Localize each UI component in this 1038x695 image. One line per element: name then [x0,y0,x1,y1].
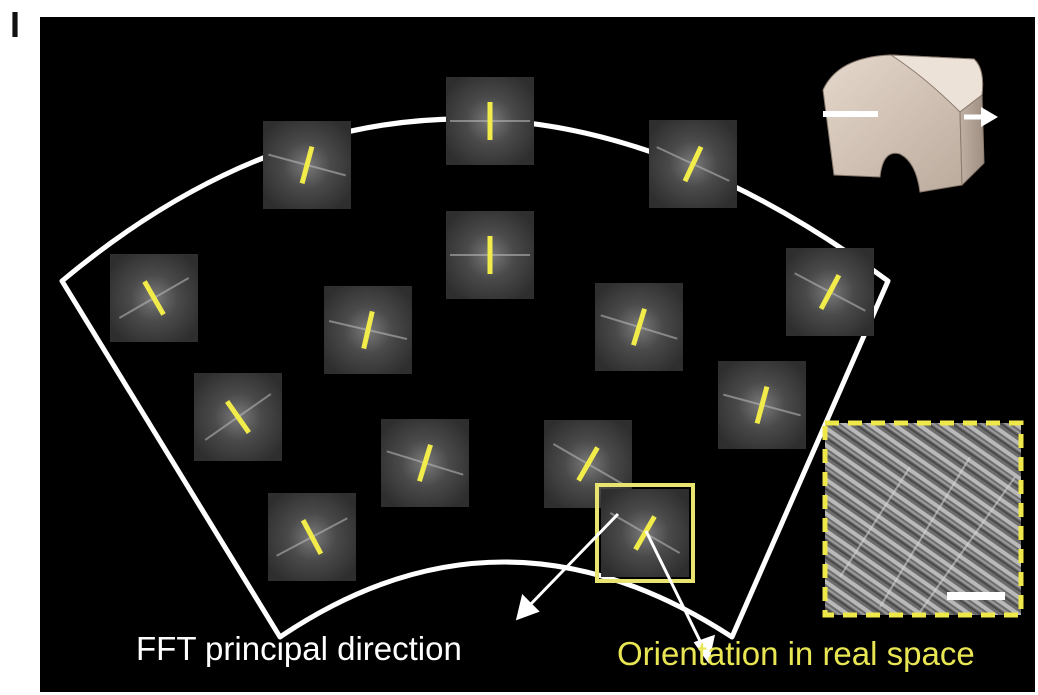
pointer-arrows [515,512,716,664]
sem-micrograph-inset [822,420,1024,618]
panel-label: I [10,4,21,45]
principal-direction-indicator [631,308,647,346]
fft-tile [324,286,412,374]
principal-direction-indicator [225,400,251,434]
principal-direction-indicator [633,515,657,551]
real-space-orientation-caption: Orientation in real space [617,635,975,672]
fft-tile [718,361,806,449]
principal-direction-indicator [682,145,704,183]
fft-tile [595,483,695,583]
principal-direction-indicator [576,446,600,482]
fft-tile [268,493,356,581]
fft-tile [649,120,737,208]
fft-tile [263,121,351,209]
highlight-box [595,483,695,583]
principal-direction-indicator [300,519,324,555]
fft-principal-direction-caption: FFT principal direction [136,630,462,667]
curved-block-3d-icon [822,54,985,193]
principal-direction-indicator [818,274,842,310]
figure-canvas [59,54,1024,664]
fft-orientation-figure: FFT principal direction Orientation in r… [40,17,1035,692]
fft-tile [110,254,198,342]
right-arrow-icon [964,107,998,127]
fft-tile [381,419,469,507]
principal-direction-indicator [754,386,770,424]
fft-tiles [110,77,874,583]
fft-tile [446,77,534,165]
fft-tile [786,248,874,336]
principal-direction-indicator [361,310,375,350]
fft-tile [595,283,683,371]
principal-direction-indicator [417,444,433,482]
principal-direction-indicator [299,146,315,184]
fft-tile [194,373,282,461]
principal-direction-indicator [142,280,166,316]
scale-bar [947,592,1005,600]
fft-tile [446,211,534,299]
